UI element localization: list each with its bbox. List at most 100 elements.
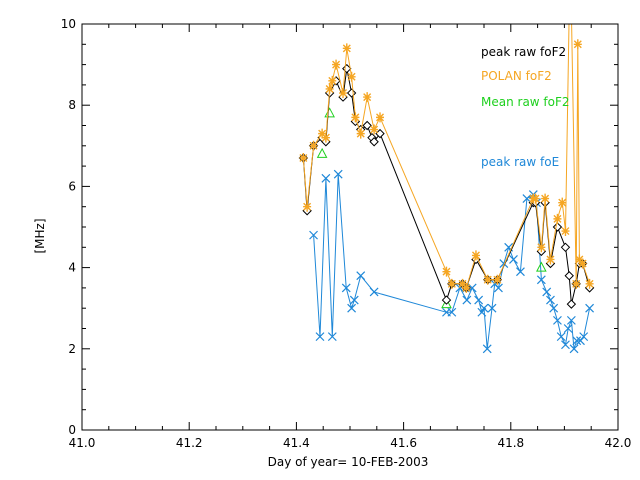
peak-raw-foe-point <box>561 340 570 350</box>
x-tick-label: 41.6 <box>390 436 417 450</box>
peak-raw-foe-point <box>542 287 552 297</box>
y-tick-label: 0 <box>68 423 76 437</box>
peak-raw-foe-point <box>482 344 492 354</box>
polan-fof2-point <box>531 193 540 204</box>
mean-raw-fof2-point <box>536 261 547 272</box>
polan-fof2-point <box>493 274 502 285</box>
peak-raw-foe-point <box>474 295 484 305</box>
polan-fof2-point <box>447 278 456 289</box>
peak-raw-foe-point <box>487 303 497 313</box>
series-polan-fof2 <box>299 24 594 293</box>
y-tick-label: 10 <box>61 17 76 31</box>
x-tick-label: 41.4 <box>283 436 310 450</box>
peak-raw-foe-point <box>585 303 595 313</box>
polan-fof2-point <box>442 266 451 277</box>
polan-fof2-point <box>376 112 385 123</box>
peak-raw-foe-point <box>549 303 559 313</box>
polan-fof2-point <box>458 278 467 289</box>
legend: peak raw foF2 POLAN foF2 Mean raw foF2 peak… <box>481 45 570 169</box>
x-tick-label: 41.0 <box>69 436 96 450</box>
y-tick-label: 2 <box>68 342 76 356</box>
legend-entry-peak-raw-foe: peak raw foE <box>481 155 559 169</box>
polan-fof2-point <box>351 112 360 123</box>
polan-fof2-point <box>363 92 372 103</box>
x-axis-label: Day of year= 10-FEB-2003 <box>268 455 429 469</box>
peak-raw-foe-point <box>522 194 532 204</box>
polan-fof2-point <box>309 140 318 151</box>
polan-fof2-point <box>347 71 356 82</box>
peak-raw-foe-point <box>579 332 589 342</box>
legend-entry-mean-raw-fof2: Mean raw foF2 <box>481 95 570 109</box>
peak-raw-foe-point <box>477 307 487 317</box>
polan-fof2-point <box>575 254 584 265</box>
peak-raw-foe-point <box>321 173 331 183</box>
polan-fof2-point <box>356 128 365 139</box>
peak-raw-foe-point <box>546 295 555 305</box>
peak-raw-foe-point <box>566 315 576 325</box>
peak-raw-foe-point <box>556 332 566 342</box>
polan-fof2-point <box>541 193 550 204</box>
peak-raw-foe-point <box>563 324 573 333</box>
peak-raw-foe-point <box>315 332 325 342</box>
polan-fof2-point <box>332 59 341 70</box>
mean-raw-fof2-point <box>441 298 452 309</box>
peak-raw-foe-point <box>369 287 379 297</box>
peak-raw-foe-point <box>572 336 582 346</box>
peak-raw-fof2-point <box>564 271 574 281</box>
peak-raw-foe-point <box>333 169 343 179</box>
peak-raw-foe-point <box>447 307 457 317</box>
y-tick-label: 8 <box>68 98 76 112</box>
polan-fof2-point <box>328 75 337 86</box>
polan-fof2-point <box>370 124 379 135</box>
polan-fof2-point <box>578 258 587 269</box>
peak-raw-fof2-point <box>362 120 372 131</box>
polan-fof2-point <box>553 213 562 224</box>
peak-raw-foe-point <box>516 267 525 277</box>
plot-area <box>298 24 595 354</box>
polan-fof2-point <box>585 278 594 289</box>
polan-fof2-point <box>573 39 582 50</box>
polan-fof2-point <box>342 43 351 54</box>
polan-fof2-point <box>572 278 581 289</box>
mean-raw-fof2-point <box>316 147 328 158</box>
legend-entry-polan-fof2: POLAN foF2 <box>481 69 552 83</box>
y-tick-label: 4 <box>68 261 76 275</box>
polan-fof2-point <box>325 83 334 94</box>
y-tick-label: 6 <box>68 179 76 193</box>
peak-raw-foe-point <box>536 275 546 285</box>
polan-fof2-point <box>321 132 330 143</box>
peak-raw-foe-point <box>569 344 579 354</box>
peak-raw-foe-point <box>479 303 489 313</box>
axes: 41.0 41.2 41.4 41.6 41.8 42.0 0 2 4 6 8 10 <box>61 17 632 450</box>
polan-fof2-point <box>558 197 567 208</box>
polan-fof2-point <box>561 226 570 237</box>
legend-entry-peak-raw-fof2: peak raw foF2 <box>481 45 566 59</box>
polan-fof2-point <box>318 128 327 139</box>
peak-raw-foe-point <box>341 283 351 293</box>
peak-raw-foe-point <box>494 283 503 293</box>
polan-fof2-point <box>546 254 555 265</box>
peak-raw-foe-point <box>462 295 472 305</box>
polan-fof2-point <box>462 282 471 293</box>
polan-fof2-point <box>471 250 480 261</box>
polan-fof2-point <box>339 88 348 99</box>
x-tick-label: 41.2 <box>176 436 203 450</box>
peak-raw-foe-point <box>349 295 359 305</box>
x-tick-label: 41.8 <box>497 436 524 450</box>
peak-raw-foe-point <box>553 315 562 325</box>
peak-raw-foe-point <box>356 271 366 281</box>
polan-fof2-point <box>299 152 308 163</box>
peak-raw-fof2-point <box>560 242 571 253</box>
peak-raw-foe-point <box>309 230 318 240</box>
peak-raw-foe-point <box>327 332 337 342</box>
peak-raw-fof2-point <box>441 295 452 305</box>
polan-fof2-point <box>303 201 312 212</box>
peak-raw-foe-point <box>347 303 357 313</box>
peak-raw-fof2-point <box>369 137 379 147</box>
peak-raw-foe-point <box>509 255 518 264</box>
x-tick-label: 42.0 <box>605 436 632 450</box>
y-axis-label: [MHz] <box>33 218 47 253</box>
polan-fof2-point <box>537 242 546 253</box>
